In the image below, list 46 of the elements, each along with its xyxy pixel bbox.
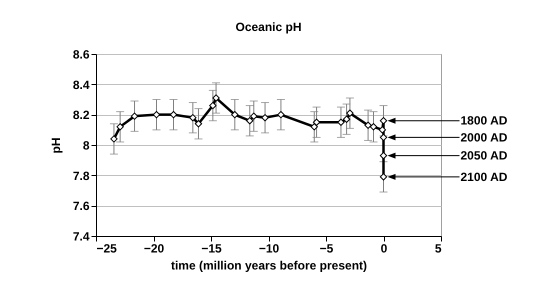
y-axis-title: pH [48,138,63,154]
point [194,120,202,128]
point [370,123,378,130]
x-tick-label: −20 [144,242,164,256]
point [346,109,354,117]
x-tick-label: −10 [258,242,280,256]
y-tick-label: 7.6 [72,199,90,214]
point [189,114,196,122]
x-tick-label: −25 [96,242,118,256]
text: 2100 AD [460,170,508,184]
point [380,134,388,142]
point [110,135,118,143]
point [342,116,350,123]
x-tick-label: 5 [434,242,442,256]
point [364,122,372,129]
point [337,118,345,126]
y-tick-label: 8 [82,138,90,152]
y-tick-label: 8.2 [72,108,90,122]
text: 1800 AD [460,114,508,128]
y-tick-label: 7.8 [72,168,90,183]
point [170,111,178,118]
y-tick-label: 8.4 [72,78,90,92]
point [380,173,388,181]
point [261,114,269,122]
chart-title: Oceanic pH [235,20,302,34]
point [130,112,138,120]
point [152,111,160,118]
point [212,94,220,102]
text: 2000 AD [460,130,508,144]
x-tick-label: 0 [380,242,388,256]
x-axis-title: time (million years before present) [170,258,368,272]
point [246,117,254,124]
point [209,102,216,110]
point [250,112,258,120]
point [312,118,320,126]
point [231,111,238,118]
x-tick-label: −5 [320,242,334,256]
y-tick-label: 8.6 [72,48,90,62]
point [380,117,388,124]
x-tick-label: −15 [201,242,222,256]
y-tick-label: 7.4 [72,230,90,244]
point [380,152,388,160]
point [116,123,124,130]
text: 2050 AD [460,148,508,163]
point [277,111,285,118]
point [378,126,386,134]
